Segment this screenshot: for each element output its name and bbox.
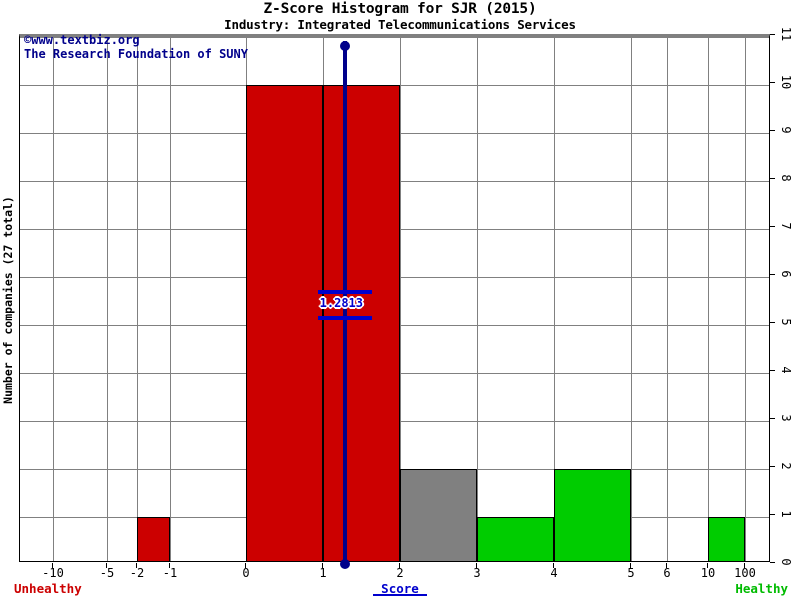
y-axis-tick — [770, 466, 775, 467]
x-axis-tick-label: 4 — [550, 566, 558, 580]
x-axis-tick — [630, 563, 631, 568]
score-marker-top-dot — [339, 41, 350, 51]
x-axis-tick-label: -2 — [129, 566, 145, 580]
y-axis-tick-label: 2 — [779, 462, 793, 470]
chart-title: Z-Score Histogram for SJR (2015) — [263, 1, 537, 17]
gridline-vertical — [53, 37, 54, 561]
x-axis-tick — [106, 563, 107, 568]
x-axis-tick — [553, 563, 554, 568]
y-axis-tick-label: 10 — [779, 74, 793, 90]
y-axis-tick-label: 0 — [779, 558, 793, 566]
x-axis-tick-label: -1 — [162, 566, 178, 580]
gridline-vertical — [477, 37, 478, 561]
score-label-bracket-bottom — [317, 316, 372, 321]
x-axis-tick-label: -10 — [42, 566, 64, 580]
gridline-vertical — [745, 37, 746, 561]
x-axis-tick-label: -5 — [99, 566, 115, 580]
x-axis-tick-label: 10 — [700, 566, 716, 580]
y-axis-tick-label: 4 — [779, 366, 793, 374]
healthy-caption: Healthy — [735, 581, 788, 596]
x-axis-tick-label: 5 — [627, 566, 635, 580]
x-axis-tick — [322, 563, 323, 568]
x-axis-tick-label: 0 — [242, 566, 250, 580]
x-axis-tick — [136, 563, 137, 568]
unhealthy-caption: Unhealthy — [14, 581, 82, 596]
watermark-line-2: The Research Foundation of SUNY — [24, 47, 248, 61]
gridline-vertical — [137, 37, 138, 561]
x-axis-tick-label: 100 — [734, 566, 756, 580]
y-axis-tick — [770, 274, 775, 275]
score-marker-bottom-dot — [339, 559, 350, 569]
y-axis-tick — [770, 130, 775, 131]
plot-area: 1.2813 — [19, 34, 770, 569]
x-axis-tick — [707, 563, 708, 568]
plot-inner — [20, 37, 769, 561]
histogram-bar — [477, 517, 554, 561]
histogram-bar — [400, 469, 477, 561]
histogram-bar — [246, 85, 323, 561]
score-caption-underline — [373, 594, 427, 596]
x-axis-tick — [245, 563, 246, 568]
y-axis-title: Number of companies (27 total) — [1, 196, 15, 404]
histogram-bar — [554, 469, 631, 561]
gridline-vertical — [400, 37, 401, 561]
y-axis-tick-label: 11 — [779, 26, 793, 42]
y-axis-tick-label: 3 — [779, 414, 793, 422]
score-label-bracket-top — [317, 290, 372, 295]
y-axis-tick — [770, 178, 775, 179]
score-marker-line — [342, 41, 347, 564]
histogram-bar — [137, 517, 170, 561]
y-axis-tick — [770, 34, 775, 35]
watermark: ©www.textbiz.org The Research Foundation… — [24, 33, 248, 61]
x-axis-tick-label: 1 — [319, 566, 327, 580]
x-axis-tick-label: 3 — [473, 566, 481, 580]
y-axis-tick-label: 5 — [779, 318, 793, 326]
y-axis-tick — [770, 226, 775, 227]
y-axis-tick — [770, 322, 775, 323]
y-axis-tick — [770, 562, 775, 563]
score-axis-caption: Score — [381, 581, 419, 596]
y-axis-tick-label: 8 — [779, 174, 793, 182]
gridline-horizontal — [20, 37, 769, 38]
score-marker-label: 1.2813 — [319, 296, 364, 311]
y-axis-tick-label: 9 — [779, 126, 793, 134]
y-axis-tick — [770, 514, 775, 515]
x-axis-tick — [399, 563, 400, 568]
y-axis-tick-label: 6 — [779, 270, 793, 278]
gridline-vertical — [631, 37, 632, 561]
chart-subtitle: Industry: Integrated Telecommunications … — [224, 17, 576, 32]
histogram-bar — [708, 517, 745, 561]
x-axis-tick — [169, 563, 170, 568]
y-axis-tick — [770, 370, 775, 371]
x-axis-tick — [476, 563, 477, 568]
gridline-vertical — [107, 37, 108, 561]
x-axis-tick-label: 6 — [663, 566, 671, 580]
gridline-vertical — [708, 37, 709, 561]
gridline-vertical — [554, 37, 555, 561]
x-axis-tick — [744, 563, 745, 568]
gridline-vertical — [170, 37, 171, 561]
x-axis-tick — [666, 563, 667, 568]
histogram-bar — [323, 85, 400, 561]
y-axis-tick-label: 7 — [779, 222, 793, 230]
y-axis-tick-label: 1 — [779, 510, 793, 518]
x-axis-tick — [52, 563, 53, 568]
y-axis-tick — [770, 82, 775, 83]
gridline-vertical — [667, 37, 668, 561]
watermark-line-1: ©www.textbiz.org — [24, 33, 140, 47]
x-axis-tick-label: 2 — [396, 566, 404, 580]
y-axis-tick — [770, 418, 775, 419]
